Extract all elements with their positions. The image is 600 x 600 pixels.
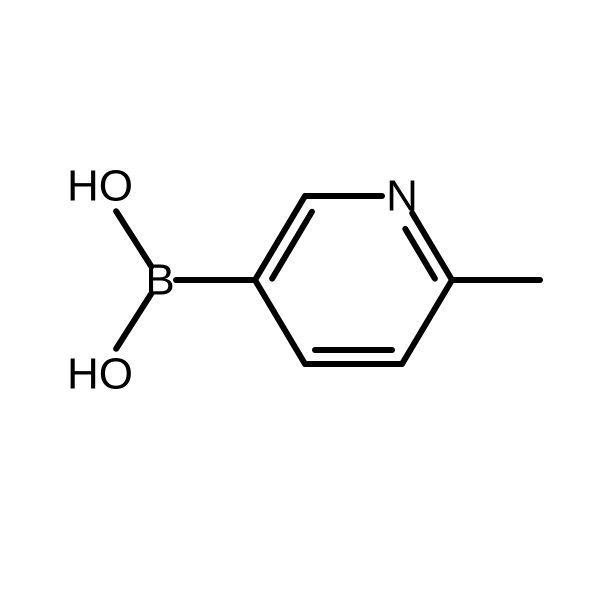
bond (402, 280, 452, 364)
atom-label-oh_bot: HO (67, 350, 133, 399)
molecule-diagram: HOBHO N (0, 0, 600, 600)
bond (405, 229, 435, 279)
bonds-layer (116, 196, 540, 364)
atom-label-oh_top: HO (67, 162, 133, 211)
bond (255, 280, 305, 364)
atom-label-b: B (145, 256, 174, 305)
atom-label-n: N (386, 172, 418, 221)
